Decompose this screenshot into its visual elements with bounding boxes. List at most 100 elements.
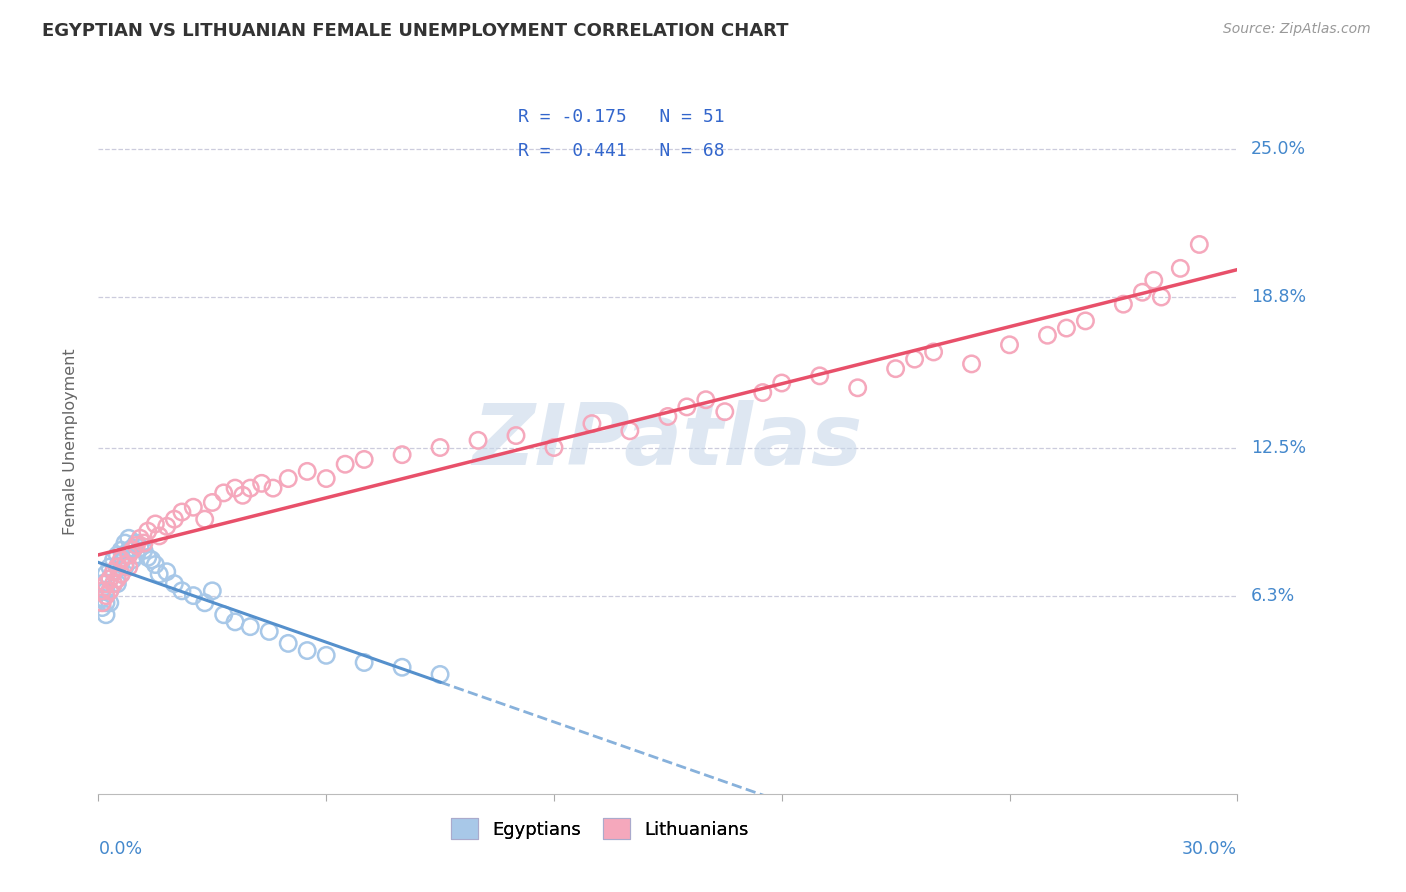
Point: [148, 567, 170, 582]
Point: [212, 486, 235, 500]
Point: [170, 583, 193, 598]
Point: [121, 553, 143, 567]
Text: EGYPTIAN VS LITHUANIAN FEMALE UNEMPLOYMENT CORRELATION CHART: EGYPTIAN VS LITHUANIAN FEMALE UNEMPLOYME…: [42, 22, 789, 40]
Point: [98, 583, 121, 598]
Point: [467, 434, 489, 448]
Point: [259, 624, 281, 639]
Point: [1132, 285, 1154, 300]
Point: [543, 441, 565, 455]
Point: [107, 576, 129, 591]
Point: [107, 560, 129, 574]
Point: [129, 541, 152, 555]
Point: [1036, 328, 1059, 343]
Point: [695, 392, 717, 407]
Y-axis label: Female Unemployment: Female Unemployment: [63, 348, 77, 535]
Point: [1188, 237, 1211, 252]
Point: [194, 596, 217, 610]
Point: [250, 476, 273, 491]
Point: [315, 648, 337, 663]
Point: [714, 405, 737, 419]
Text: 18.8%: 18.8%: [1251, 288, 1306, 306]
Point: [91, 583, 114, 598]
Point: [429, 441, 451, 455]
Legend: Egyptians, Lithuanians: Egyptians, Lithuanians: [437, 805, 761, 852]
Point: [94, 567, 117, 582]
Point: [129, 531, 152, 545]
Point: [170, 505, 193, 519]
Point: [183, 589, 205, 603]
Point: [752, 385, 775, 400]
Point: [141, 553, 163, 567]
Point: [110, 553, 132, 567]
Point: [224, 481, 246, 495]
Point: [619, 424, 641, 438]
Point: [277, 636, 299, 650]
Point: [91, 600, 114, 615]
Point: [114, 560, 136, 574]
Point: [201, 495, 224, 509]
Point: [136, 524, 159, 538]
Point: [91, 596, 114, 610]
Point: [353, 656, 375, 670]
Text: 12.5%: 12.5%: [1251, 439, 1306, 457]
Point: [94, 589, 117, 603]
Point: [353, 452, 375, 467]
Point: [998, 338, 1021, 352]
Point: [107, 548, 129, 562]
Point: [107, 572, 129, 586]
Point: [183, 500, 205, 515]
Point: [239, 481, 262, 495]
Point: [1150, 290, 1173, 304]
Text: 30.0%: 30.0%: [1182, 839, 1237, 858]
Point: [94, 596, 117, 610]
Point: [1112, 297, 1135, 311]
Point: [103, 576, 125, 591]
Point: [98, 596, 121, 610]
Point: [107, 560, 129, 574]
Text: 0.0%: 0.0%: [98, 839, 142, 858]
Point: [118, 531, 141, 545]
Point: [391, 448, 413, 462]
Point: [224, 615, 246, 629]
Point: [110, 543, 132, 558]
Point: [277, 472, 299, 486]
Point: [103, 565, 125, 579]
Point: [118, 560, 141, 574]
Point: [201, 583, 224, 598]
Point: [262, 481, 284, 495]
Point: [148, 529, 170, 543]
Point: [808, 368, 831, 383]
Text: R =  0.441   N = 68: R = 0.441 N = 68: [517, 142, 724, 161]
Point: [297, 643, 319, 657]
Point: [91, 591, 114, 605]
Point: [91, 576, 114, 591]
Point: [1170, 261, 1192, 276]
Point: [676, 400, 699, 414]
Text: Source: ZipAtlas.com: Source: ZipAtlas.com: [1223, 22, 1371, 37]
Point: [335, 457, 357, 471]
Point: [125, 536, 148, 550]
Point: [505, 428, 527, 442]
Point: [1074, 314, 1097, 328]
Point: [232, 488, 254, 502]
Point: [114, 536, 136, 550]
Point: [315, 472, 337, 486]
Point: [110, 567, 132, 582]
Point: [884, 361, 907, 376]
Point: [121, 543, 143, 558]
Point: [163, 576, 186, 591]
Point: [121, 541, 143, 555]
Point: [194, 512, 217, 526]
Point: [103, 576, 125, 591]
Point: [125, 548, 148, 562]
Point: [132, 543, 155, 558]
Point: [163, 512, 186, 526]
Point: [429, 667, 451, 681]
Point: [136, 550, 159, 565]
Point: [103, 553, 125, 567]
Point: [94, 576, 117, 591]
Point: [132, 536, 155, 550]
Text: 6.3%: 6.3%: [1251, 587, 1295, 605]
Point: [960, 357, 983, 371]
Point: [110, 555, 132, 569]
